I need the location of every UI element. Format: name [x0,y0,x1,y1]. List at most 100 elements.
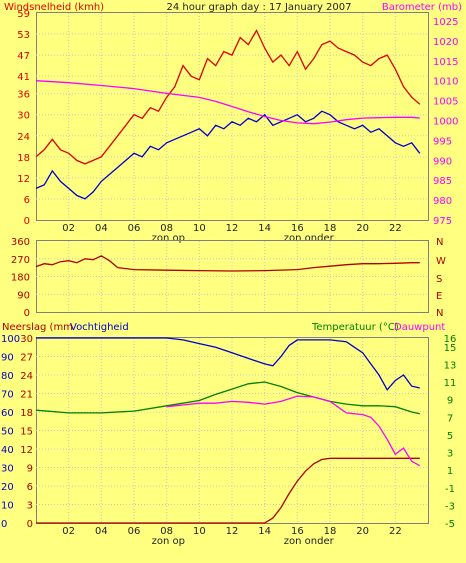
barometer-axis-label: Barometer (mb) [382,2,462,13]
direction-tick-label: 90 [17,290,30,301]
temperature-tick-label: 9 [447,396,453,407]
temperature-tick-label: 7 [447,413,453,424]
x-tick-label: 14 [258,526,271,537]
x-tick-label: 22 [389,526,402,537]
rain-tick-label: 6 [27,482,33,493]
compass-tick-label: E [436,291,442,302]
humidity-tick-label: 100 [1,334,20,345]
x-tick-label: 20 [356,223,369,234]
wind-tick-label: 6 [24,195,30,206]
temperature-tick-label: -3 [445,501,455,512]
barometer-tick-label: 980 [433,196,452,207]
barometer-tick-label: 990 [433,156,452,167]
rain-tick-label: 3 [27,501,33,512]
x-tick-label: 22 [389,223,402,234]
temperature-tick-label: -5 [445,519,455,530]
series-neerslag [36,457,420,524]
x-tick-label: 10 [193,223,206,234]
barometer-tick-label: 995 [433,136,452,147]
humidity-panel-series [35,337,421,524]
temperature-tick-label: 16 [444,334,457,345]
compass-tick-label: S [436,274,442,285]
humidity-tick-label: 20 [1,482,14,493]
barometer-tick-label: 975 [433,216,452,227]
rain-axis-label: Neerslag (mm [2,322,73,333]
rain-tick-label: 21 [20,390,33,401]
series-barometer [35,80,420,125]
temperature-tick-label: 13 [444,360,457,371]
direction-tick-label: 360 [11,237,30,248]
dewpoint-axis-label: Dauwpunt [394,322,445,333]
sunset-label: zon onder [284,233,335,244]
rain-tick-label: 0 [27,519,33,530]
wind-tick-label: 36 [17,90,30,101]
humidity-tick-label: 90 [1,353,14,364]
x-tick-label: 06 [128,223,141,234]
rain-tick-label: 12 [20,445,33,456]
wind-tick-label: 59 [17,9,30,20]
x-tick-label: 08 [160,526,173,537]
barometer-tick-label: 1010 [433,77,458,88]
rain-tick-label: 9 [27,464,33,475]
x-tick-label: 18 [324,526,337,537]
humidity-tick-label: 30 [1,464,14,475]
wind-tick-label: 24 [17,132,30,143]
direction-tick-label: 180 [11,273,30,284]
temperature-tick-label: 5 [447,431,453,442]
direction-tick-label: 270 [11,255,30,266]
direction-panel-grid [36,241,428,312]
series-vochtigheid [36,337,420,391]
x-tick-label: 18 [324,223,337,234]
humidity-tick-label: 10 [1,501,14,512]
temperature-axis-label: Temperatuur (°C) [311,322,399,333]
x-tick-label: 16 [291,526,304,537]
wind-panel-series [35,29,421,200]
wind-panel-border [36,12,429,221]
rain-tick-label: 24 [20,371,33,382]
wind-tick-label: 0 [24,216,30,227]
sunrise-label: zon op [152,233,185,244]
wind-tick-label: 47 [17,51,30,62]
humidity-tick-label: 70 [1,390,14,401]
humidity-tick-label: 80 [1,371,14,382]
compass-tick-label: N [436,237,443,248]
rain-tick-label: 18 [20,408,33,419]
series-windvlaag [35,29,421,165]
x-tick-label: 14 [258,223,271,234]
barometer-tick-label: 1005 [433,97,458,108]
x-tick-label: 08 [160,223,173,234]
series-dauwpunt [166,395,421,467]
barometer-tick-label: 1025 [433,17,458,28]
humidity-panel-ticks: 02 04 06 08 10 12 14 16 18 20 22 zon op zon onder 0 0 1… [1,334,456,547]
x-tick-label: 16 [291,223,304,234]
wind-tick-label: 41 [17,72,30,83]
x-tick-label: 04 [95,223,108,234]
temperature-tick-label: 11 [444,378,457,389]
series-windrichting [35,255,420,272]
sunset-label: zon onder [284,536,335,547]
barometer-tick-label: 1015 [433,57,458,68]
direction-tick-label: 0 [24,308,30,319]
chart-title: 24 hour graph day : 17 January 2007 [167,2,352,13]
x-tick-label: 10 [193,526,206,537]
wind-tick-label: 53 [17,30,30,41]
humidity-axis-label: Vochtigheid [70,322,129,333]
rain-tick-label: 30 [20,334,33,345]
barometer-tick-label: 985 [433,176,452,187]
wind-tick-label: 30 [17,111,30,122]
compass-tick-label: N [436,308,443,319]
sunrise-label: zon op [152,536,185,547]
series-windsnelheid [35,110,421,200]
x-tick-label: 20 [356,526,369,537]
x-tick-label: 04 [95,526,108,537]
humidity-tick-label: 0 [1,519,7,530]
x-tick-label: 06 [128,526,141,537]
compass-tick-label: W [436,256,446,267]
x-tick-label: 02 [62,526,75,537]
temperature-tick-label: 15 [444,343,457,354]
barometer-tick-label: 1000 [433,116,458,127]
wind-tick-label: 12 [17,174,30,185]
